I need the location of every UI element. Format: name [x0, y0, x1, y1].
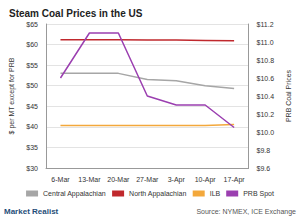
svg-text:3-Apr: 3-Apr — [168, 176, 186, 184]
svg-text:$11.2: $11.2 — [257, 21, 274, 28]
svg-text:$45: $45 — [26, 103, 38, 110]
svg-text:10-Apr: 10-Apr — [195, 176, 217, 184]
svg-text:Central Appalachian: Central Appalachian — [43, 190, 106, 198]
svg-text:$35: $35 — [26, 144, 38, 151]
svg-text:17-Apr: 17-Apr — [224, 176, 246, 184]
svg-text:13-Mar: 13-Mar — [78, 176, 101, 183]
svg-text:$40: $40 — [26, 123, 38, 130]
svg-text:$9.6: $9.6 — [257, 165, 271, 172]
svg-text:$65: $65 — [26, 21, 38, 28]
svg-text:20-Mar: 20-Mar — [107, 176, 130, 183]
svg-text:27-Mar: 27-Mar — [136, 176, 159, 183]
svg-text:$ per MT except for PRB: $ per MT except for PRB — [8, 57, 16, 134]
svg-text:$60: $60 — [26, 41, 38, 48]
svg-text:Source: NYMEX, ICE Exchange: Source: NYMEX, ICE Exchange — [196, 208, 296, 216]
svg-text:6-Mar: 6-Mar — [51, 176, 70, 183]
svg-text:$55: $55 — [26, 62, 38, 69]
svg-text:Steam Coal Prices in the US: Steam Coal Prices in the US — [9, 8, 143, 19]
svg-text:$10.8: $10.8 — [257, 57, 275, 64]
svg-text:North Appalachian: North Appalachian — [129, 190, 186, 198]
svg-text:$10.0: $10.0 — [257, 129, 275, 136]
svg-text:$50: $50 — [26, 82, 38, 89]
svg-text:Market Realist: Market Realist — [4, 207, 59, 216]
svg-text:$11.0: $11.0 — [257, 39, 274, 46]
svg-text:$10.4: $10.4 — [257, 93, 275, 100]
svg-text:PRB Spot: PRB Spot — [243, 190, 274, 198]
svg-text:$30: $30 — [26, 165, 38, 172]
svg-text:PRB Coal Prices: PRB Coal Prices — [285, 69, 292, 122]
svg-text:$9.8: $9.8 — [257, 147, 271, 154]
svg-text:$10.2: $10.2 — [257, 111, 275, 118]
svg-text:ILB: ILB — [210, 190, 221, 197]
svg-text:$10.6: $10.6 — [257, 75, 275, 82]
